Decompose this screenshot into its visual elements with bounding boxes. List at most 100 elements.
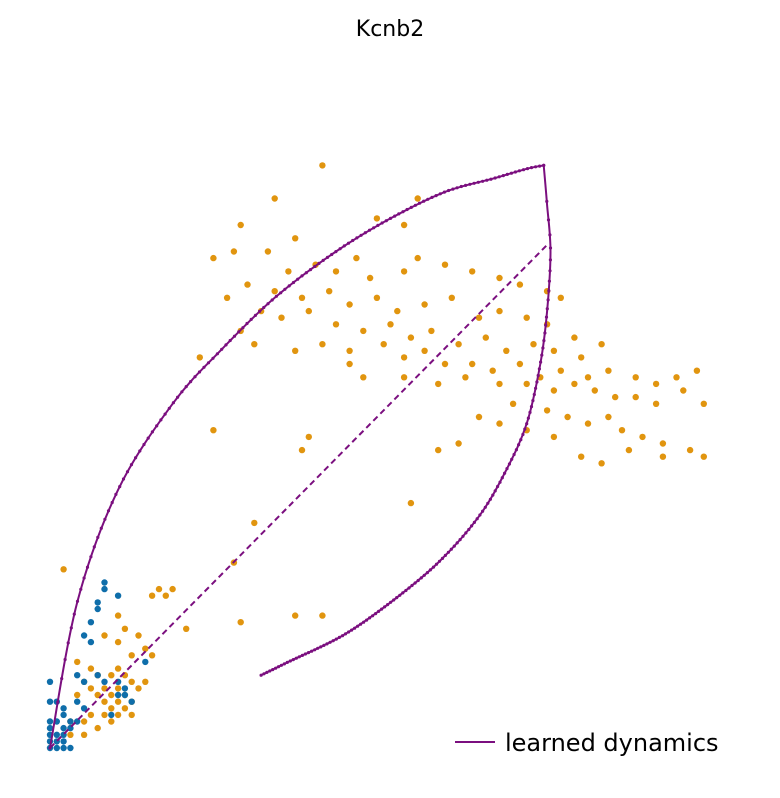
data-point-blue [94,605,101,613]
dynamics-layer [48,163,553,750]
dynamics-dot [523,427,527,431]
data-point-orange [298,294,306,301]
data-point-orange [700,453,707,460]
data-point-orange [128,652,135,659]
data-point-orange [673,374,680,381]
dynamics-dot [500,476,504,480]
data-point-orange [373,215,381,222]
data-point-orange [114,698,122,705]
dynamics-dot [468,182,472,186]
data-point-orange [128,711,135,719]
dynamics-dot [428,568,432,572]
data-point-orange [332,321,340,328]
dynamics-dot [483,505,487,509]
dynamics-dot [350,628,354,632]
dynamics-dot [395,596,399,600]
data-point-orange [346,360,353,368]
data-point-blue [46,678,54,685]
data-point-orange [550,347,558,354]
dynamics-dot [545,307,549,311]
data-point-orange [469,268,476,275]
dynamics-dot [159,418,163,422]
dynamics-dot [340,634,345,638]
dynamics-dot [419,576,423,580]
dynamics-dot [426,197,430,201]
dynamics-dot [525,422,529,426]
data-point-orange [380,341,387,348]
data-point-orange [618,427,626,434]
dynamics-dot [268,669,272,673]
data-point-orange [278,314,285,321]
dynamics-dot [521,168,526,172]
dynamics-dot [404,588,408,593]
data-point-orange [67,731,74,738]
dynamics-dot [442,190,446,194]
dynamics-dot [325,255,330,259]
dynamics-dot [334,637,338,641]
data-point-blue [142,658,149,666]
dynamics-dot [542,163,546,167]
data-point-orange [400,221,408,229]
dynamics-dot [313,264,317,269]
dynamics-dot [542,339,546,343]
chart-title: Kcnb2 [356,17,424,42]
data-point-orange [94,691,101,699]
dynamics-dot [134,456,138,460]
data-point-orange [148,592,156,599]
dynamics-dot [316,646,320,650]
data-point-orange [121,705,129,712]
data-point-blue [108,711,115,719]
data-point-orange [394,307,401,315]
dynamics-dot [306,651,311,655]
data-point-orange [101,698,108,705]
data-point-orange [142,678,149,685]
dynamics-lower-curve [260,165,552,677]
data-point-orange [264,248,272,255]
data-point-orange [346,347,353,354]
dynamics-dot [189,380,193,384]
data-point-orange [496,307,503,315]
data-point-blue [53,731,60,738]
data-point-orange [557,294,564,301]
dynamics-dot [291,658,295,662]
data-point-orange [332,268,340,275]
dynamics-dot [497,175,501,179]
dynamics-dot [334,250,338,254]
data-point-orange [74,658,81,666]
dynamics-dot [294,656,298,660]
dynamics-dot [510,457,514,461]
dynamics-dot [347,630,351,634]
data-point-orange [605,413,612,421]
data-point-orange [503,347,510,354]
dynamics-dot [513,170,518,174]
data-point-blue [80,632,88,639]
data-point-orange [441,360,449,368]
data-point-orange [121,625,129,632]
data-point-orange [114,612,122,619]
dynamics-dot [180,390,184,394]
data-point-orange [571,334,578,341]
data-point-orange [142,645,149,652]
dynamics-dot [237,330,241,334]
dynamics-dot [547,279,552,283]
dynamics-dot [488,497,492,501]
dynamics-dot [355,236,359,240]
data-point-orange [435,380,442,388]
dynamics-dot [521,432,525,437]
dynamics-dot [368,616,372,620]
data-point-blue [94,599,101,606]
dynamics-dot [300,274,304,278]
data-point-orange [210,427,217,434]
data-point-orange [148,652,156,659]
dynamics-dot [493,176,497,180]
dynamics-dot [548,246,553,250]
data-point-blue [80,705,88,712]
data-point-orange [271,195,278,202]
dynamics-dot [359,233,363,237]
data-point-orange [87,665,95,672]
dynamics-dot [155,424,159,428]
data-point-orange [489,367,496,374]
dynamics-dot [546,218,551,222]
dynamics-dot [287,284,291,288]
dynamics-dot [270,298,274,302]
